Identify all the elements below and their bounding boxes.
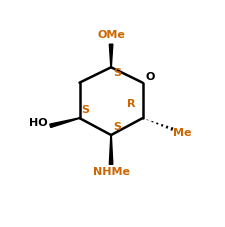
Text: S: S: [81, 105, 89, 115]
Text: Me: Me: [173, 128, 192, 138]
Text: R: R: [127, 99, 136, 109]
Polygon shape: [109, 135, 113, 164]
Text: S: S: [113, 68, 122, 79]
Text: S: S: [113, 122, 122, 132]
Text: NHMe: NHMe: [92, 167, 130, 177]
Text: OMe: OMe: [97, 30, 125, 40]
Text: O: O: [146, 72, 155, 82]
Polygon shape: [50, 118, 80, 128]
Text: HO: HO: [29, 118, 47, 128]
Polygon shape: [109, 44, 113, 67]
